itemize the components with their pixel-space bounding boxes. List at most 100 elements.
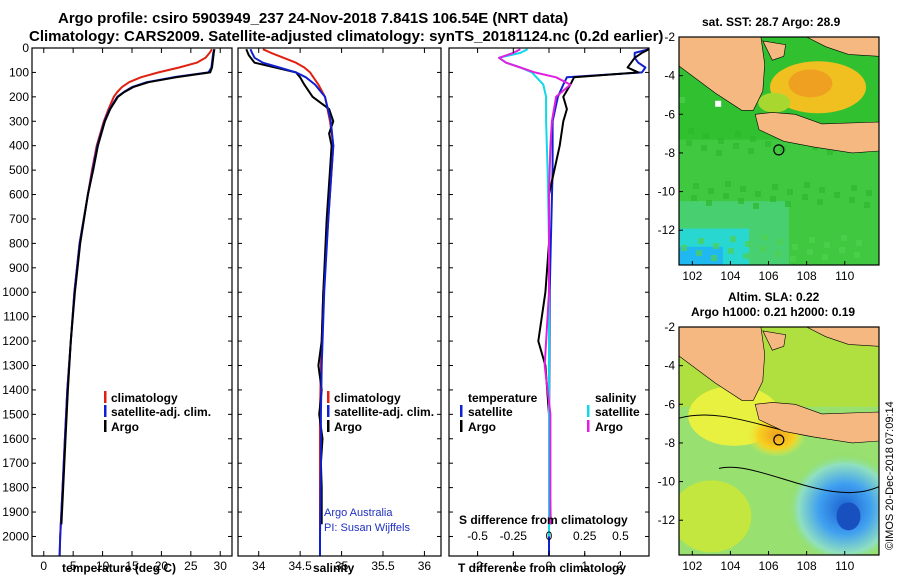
differences-xtick-label: -2 (472, 559, 483, 573)
salinity-xtick-label: 35.5 (371, 559, 395, 573)
sst-pixel (839, 247, 845, 253)
sst-pixel (696, 250, 702, 256)
s-diff-tick-label: 0 (546, 529, 553, 543)
depth-tick-label: 500 (9, 163, 29, 177)
sst-pixel (762, 234, 768, 240)
depth-tick-label: 1400 (2, 383, 29, 397)
credit-line-1: Argo Australia (324, 507, 393, 519)
legend-swatch-satellite (104, 405, 107, 417)
s-diff-tick-label: 0.25 (573, 529, 597, 543)
sst-pixel (716, 150, 722, 156)
sla_map-argo-marker (773, 434, 785, 446)
sla_map-ytick-label: -10 (658, 475, 676, 489)
sst-pixel (790, 256, 796, 262)
s-diff-tick-label: -0.25 (500, 529, 528, 543)
sst-pixel (750, 136, 756, 142)
sst_map-ytick-label: -2 (664, 30, 675, 44)
sst-pixel (755, 191, 761, 197)
sla_map-ytick-label: -12 (658, 513, 676, 527)
depth-tick-label: 1900 (2, 505, 29, 519)
sla_map-frame (678, 326, 880, 556)
sst-pixel (711, 255, 717, 261)
temp-legend-satellite: satellite-adj. clim. (111, 405, 211, 419)
depth-tick-label: 1600 (2, 432, 29, 446)
sst-pixel (775, 251, 781, 257)
temperature-series-climatology (58, 48, 213, 556)
legend-swatch-t-argo (460, 420, 463, 432)
sst_map-argo-marker (773, 144, 785, 156)
depth-tick-label: 1200 (2, 334, 29, 348)
sst-pixel (723, 193, 729, 199)
sst-pixel (802, 194, 808, 200)
salinity-frame (237, 47, 442, 557)
diff-legend-temperature-title: temperature (468, 391, 538, 405)
sst-pixel (807, 249, 813, 255)
sst-pixel (706, 200, 712, 206)
sst-pixel (809, 237, 815, 243)
diff-legend-s-satellite: satellite (595, 405, 640, 419)
sst-pixel (824, 242, 830, 248)
temp-legend-climatology: climatology (111, 391, 178, 405)
depth-tick-label: 100 (9, 65, 29, 79)
s-diff-tick-label: 0.5 (612, 529, 629, 543)
depth-tick-label: 700 (9, 212, 29, 226)
sst-mixed-patch (758, 92, 791, 113)
sst-pixel (693, 183, 699, 189)
temperature-xtick-label: 25 (184, 559, 198, 573)
sla_map-xtick-label: 108 (797, 559, 817, 573)
legend-swatch-s-satellite (587, 405, 590, 417)
diff-legend-t-argo: Argo (468, 420, 496, 434)
temperature-series-argo (60, 49, 216, 525)
sst_map-xtick-label: 106 (759, 269, 779, 283)
depth-tick-label: 2000 (2, 529, 29, 543)
temperature-xtick-label: 15 (125, 559, 139, 573)
temperature-xtick-label: 30 (214, 559, 228, 573)
sst-pixel (792, 244, 798, 250)
sst-pixel (713, 243, 719, 249)
t-difference-xlabel: T difference from climatology (458, 561, 626, 575)
title-line-1: Argo profile: csiro 5903949_237 24-Nov-2… (58, 10, 569, 27)
sst-pixel (819, 187, 825, 193)
sst-pixel (708, 188, 714, 194)
sla-map-subtitle: Argo h1000: 0.21 h2000: 0.19 (691, 305, 855, 319)
legend-swatch-climatology (104, 391, 107, 403)
sst_map-xtick-label: 104 (720, 269, 740, 283)
sla_map-ytick-label: -6 (664, 397, 675, 411)
java-land (754, 402, 879, 444)
sst_map-ytick-label: -6 (664, 107, 675, 121)
salinity-xtick-label: 34.5 (288, 559, 312, 573)
sal-legend-argo: Argo (334, 420, 362, 434)
sst-pixel (745, 241, 751, 247)
sst-pixel (817, 199, 823, 205)
differences-series-t-argo (537, 48, 649, 525)
sst-pixel (718, 138, 724, 144)
sst-pixel (770, 196, 776, 202)
sst-pixel (681, 245, 687, 251)
salinity-series-satellite (249, 48, 335, 556)
sla_map-xtick-label: 110 (835, 559, 854, 573)
bangka-land (762, 330, 787, 351)
sst-pixel (804, 182, 810, 188)
depth-tick-label: 200 (9, 90, 29, 104)
sst-pixel (780, 146, 786, 152)
sal-legend-climatology: climatology (334, 391, 401, 405)
sla_map-ytick-label: -4 (664, 359, 675, 373)
salinity-xtick-label: 34 (252, 559, 266, 573)
temp-legend-argo: Argo (111, 420, 139, 434)
sst-pixel (765, 141, 771, 147)
sal-legend-satellite: satellite-adj. clim. (334, 405, 434, 419)
sumatra-land (679, 37, 766, 111)
differences-xtick-label: 0 (546, 559, 553, 573)
salinity-xtick-label: 35 (335, 559, 349, 573)
salinity-xtick-label: 36 (418, 559, 432, 573)
sst-pixel (866, 190, 872, 196)
sst-pixel (703, 133, 709, 139)
sst-pixel (728, 248, 734, 254)
temperature-xtick-label: 5 (70, 559, 77, 573)
title-line-2: Climatology: CARS2009. Satellite-adjuste… (29, 28, 664, 45)
sst-pixel (738, 198, 744, 204)
sumatra-land (679, 327, 766, 401)
sla-eddy-core (836, 502, 861, 531)
